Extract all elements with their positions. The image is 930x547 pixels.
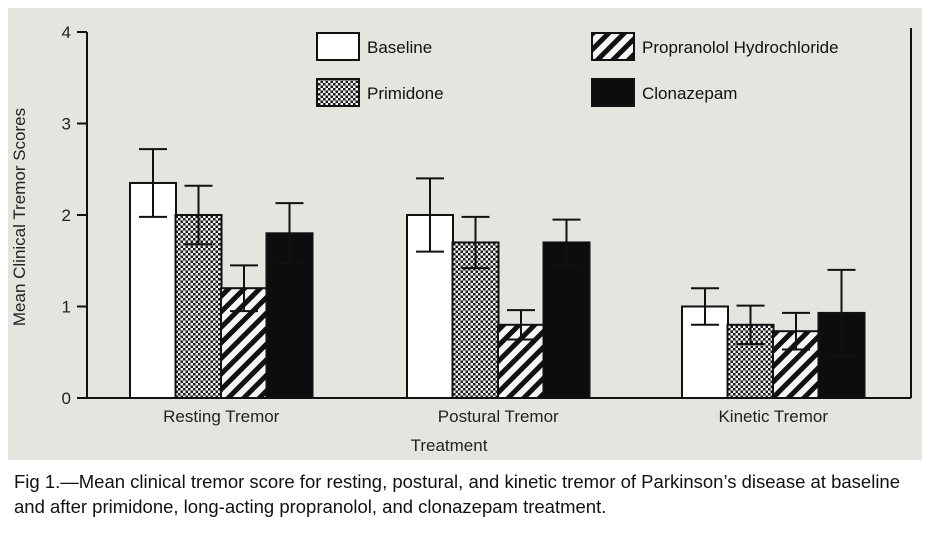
legend-label: Baseline xyxy=(367,38,432,57)
figure-caption: Fig 1.—Mean clinical tremor score for re… xyxy=(14,471,901,517)
category-label: Postural Tremor xyxy=(438,407,559,426)
y-tick-label: 0 xyxy=(62,389,71,408)
legend: Baseline Primidone Propranolol Hydrochlori… xyxy=(316,32,839,107)
y-tick-label: 1 xyxy=(62,298,71,317)
y-tick-label: 3 xyxy=(62,115,71,134)
bar xyxy=(497,323,545,399)
labels: 0 1 2 3 4 Mean Clinical Tremor Scores Treatmen… xyxy=(10,23,828,455)
bar xyxy=(174,214,223,399)
legend-label: Propranolol Hydrochloride xyxy=(642,38,839,57)
legend-swatch xyxy=(316,32,360,61)
bar-chart: 0 1 2 3 4 Mean Clinical Tremor Scores Treatmen… xyxy=(10,23,912,455)
category-label: Resting Tremor xyxy=(163,407,280,426)
y-axis-title: Mean Clinical Tremor Scores xyxy=(10,108,29,326)
y-tick-label: 4 xyxy=(62,23,71,42)
figure-panel: 0 1 2 3 4 Mean Clinical Tremor Scores Treatmen… xyxy=(8,8,922,460)
y-tick-label: 2 xyxy=(62,206,71,225)
bars xyxy=(129,148,866,400)
legend-swatch xyxy=(591,78,635,107)
bar xyxy=(129,181,177,399)
legend-label: Primidone xyxy=(367,84,444,103)
legend-swatch xyxy=(316,78,360,107)
category-label: Kinetic Tremor xyxy=(718,407,828,426)
legend-swatch xyxy=(591,32,635,61)
legend-label: Clonazepam xyxy=(642,84,737,103)
x-axis-title: Treatment xyxy=(411,436,488,455)
